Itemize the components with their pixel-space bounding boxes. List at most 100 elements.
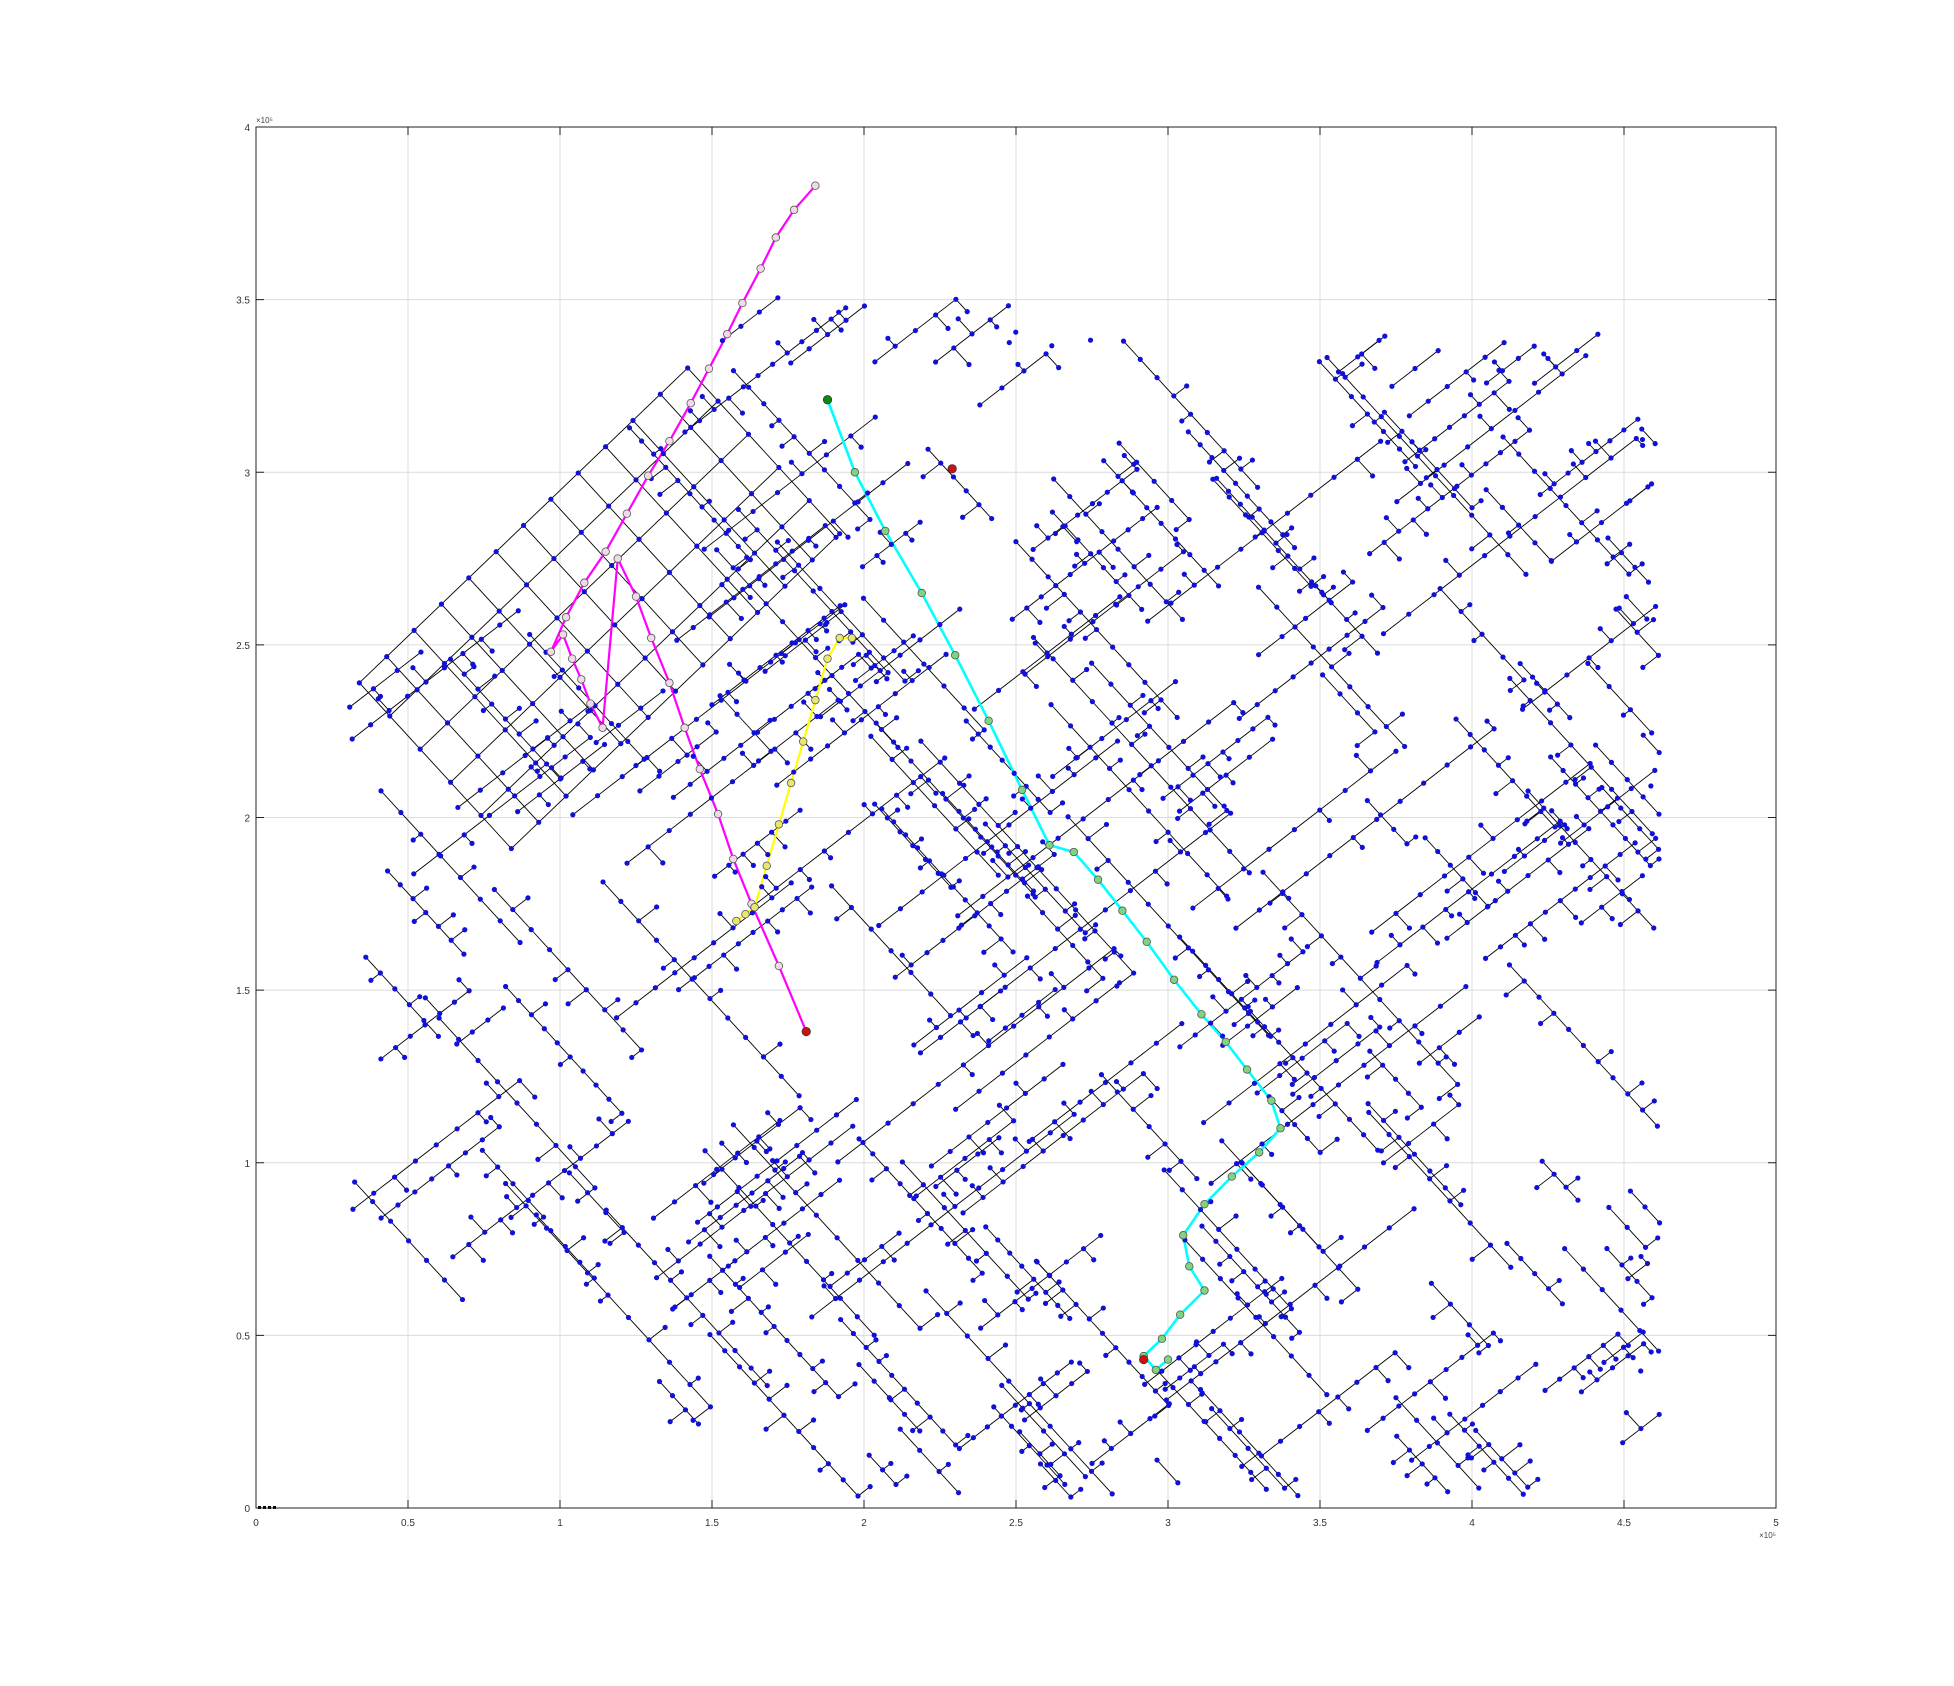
network-node: [1434, 1440, 1440, 1446]
network-node: [1190, 905, 1196, 911]
network-node: [1619, 1262, 1625, 1268]
network-edge: [783, 539, 809, 560]
network-node: [1644, 1260, 1651, 1267]
network-edge: [1627, 1093, 1643, 1111]
network-node: [1583, 353, 1589, 359]
network-node: [1547, 720, 1554, 726]
network-node: [730, 1122, 737, 1128]
network-node: [1226, 494, 1232, 500]
network-node: [877, 667, 883, 674]
network-edge: [1033, 1278, 1047, 1293]
network-edge: [796, 898, 811, 914]
yellow-path-waypoint: [799, 737, 808, 746]
network-node: [1386, 1131, 1392, 1138]
network-node: [1493, 790, 1499, 797]
network-edge: [861, 706, 879, 721]
network-node: [1011, 1118, 1017, 1124]
network-edge: [1177, 774, 1194, 788]
network-node: [749, 910, 756, 916]
network-node: [1080, 1117, 1086, 1123]
network-edge: [1626, 1412, 1642, 1429]
network-node: [1389, 383, 1395, 389]
network-node: [1579, 459, 1585, 465]
network-node: [819, 1358, 826, 1364]
network-node: [998, 1413, 1004, 1419]
network-node: [1254, 984, 1260, 991]
network-node: [1117, 594, 1123, 600]
network-node: [1082, 936, 1088, 942]
network-node: [941, 1191, 947, 1197]
network-edge: [947, 1230, 966, 1245]
network-node: [1066, 745, 1072, 751]
network-node: [947, 1148, 953, 1155]
network-edge: [524, 737, 548, 756]
network-node: [848, 433, 854, 439]
network-edge: [1107, 860, 1129, 883]
network-edge: [1117, 463, 1135, 477]
network-node: [833, 1295, 839, 1302]
network-edge: [1454, 488, 1473, 508]
network-node: [1397, 798, 1403, 804]
network-node: [1181, 571, 1187, 577]
network-edge: [1026, 1132, 1051, 1152]
network-node: [1586, 826, 1592, 832]
network-node: [1328, 664, 1335, 670]
magenta-path-waypoint: [713, 809, 723, 819]
network-edge: [1620, 910, 1639, 925]
network-node: [756, 573, 762, 580]
network-edge: [1087, 838, 1109, 861]
network-node: [738, 742, 744, 748]
network-edge: [1129, 695, 1144, 706]
network-edge: [844, 719, 862, 734]
network-node: [1140, 515, 1146, 522]
network-node: [983, 1250, 989, 1256]
network-node: [471, 864, 477, 870]
network-node: [653, 937, 660, 943]
network-node: [751, 1144, 757, 1151]
network-edge: [1262, 871, 1283, 894]
network-node: [1310, 1101, 1316, 1108]
network-node: [1154, 504, 1160, 510]
network-edge: [987, 1344, 1006, 1359]
network-node: [1177, 1044, 1183, 1050]
network-node: [657, 768, 663, 774]
network-edge: [913, 782, 935, 807]
network-node: [791, 434, 797, 440]
network-node: [1009, 616, 1015, 622]
network-node: [1417, 480, 1424, 486]
network-node: [1549, 808, 1555, 814]
network-node: [1497, 944, 1504, 950]
network-node: [987, 1165, 993, 1171]
network-edge: [1388, 1134, 1410, 1157]
network-edge: [1256, 1075, 1280, 1094]
network-node: [1394, 499, 1400, 505]
network-edge: [1398, 1020, 1420, 1043]
network-node: [516, 731, 522, 737]
network-edge: [1287, 1104, 1314, 1125]
network-node: [778, 1073, 784, 1079]
y-tick-label: 2: [244, 814, 250, 825]
network-edge: [1527, 790, 1545, 809]
network-node: [803, 1258, 810, 1265]
network-node: [602, 1007, 608, 1013]
network-node: [1067, 1135, 1073, 1142]
network-node: [1386, 1042, 1393, 1049]
network-node: [1103, 1352, 1109, 1358]
network-node: [1334, 1136, 1340, 1142]
network-node: [1597, 1366, 1603, 1372]
network-edge: [899, 639, 921, 656]
network-edge: [547, 720, 571, 739]
network-edge: [790, 692, 809, 707]
network-edge: [686, 1297, 704, 1316]
network-node: [1649, 1295, 1655, 1301]
network-edge: [850, 416, 876, 437]
network-edge: [733, 1124, 755, 1148]
network-edge: [1202, 1258, 1221, 1279]
network-node: [411, 918, 417, 924]
network-node: [743, 1159, 749, 1166]
network-edge: [1419, 1047, 1440, 1064]
network-edge: [659, 393, 813, 561]
network-node: [894, 792, 900, 798]
network-node: [869, 811, 876, 817]
network-node: [1486, 1441, 1492, 1448]
